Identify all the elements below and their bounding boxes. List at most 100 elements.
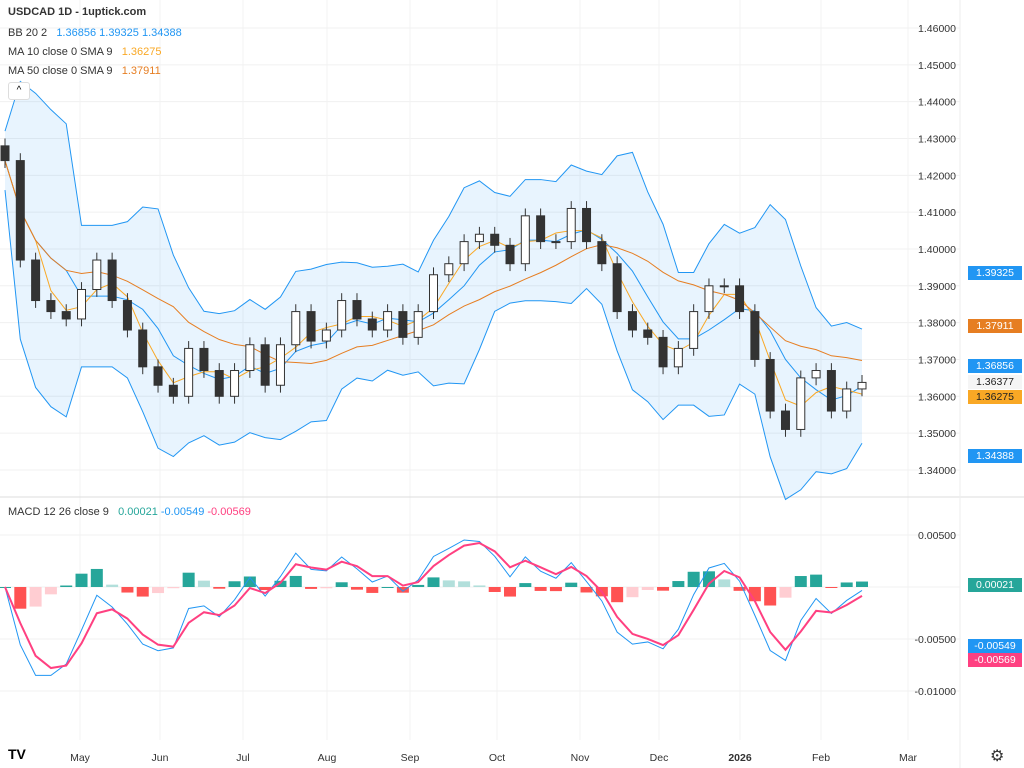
macd-histogram-bar	[136, 587, 149, 597]
candle-body	[551, 241, 561, 244]
macd-histogram-bar	[442, 580, 455, 587]
ma50-line	[4, 160, 863, 364]
macd-value: -0.00549	[160, 506, 205, 518]
candle-body	[199, 347, 209, 372]
candle-body	[321, 329, 331, 342]
candle-body	[536, 215, 546, 243]
candle-body	[811, 370, 821, 379]
bb-upper: 1.39325	[99, 27, 139, 39]
macd-histogram-bar	[243, 576, 256, 587]
macd-histogram-bar	[44, 587, 57, 595]
macd-histogram-bar	[672, 581, 685, 587]
time-tick-label: Aug	[318, 752, 337, 764]
candle-body	[398, 311, 408, 338]
settings-gear-icon[interactable]: ⚙	[990, 748, 1005, 765]
ma50-tag: 1.37911	[968, 319, 1022, 333]
bb-lower-tag: 1.34388	[968, 449, 1022, 463]
candle-body	[107, 259, 117, 302]
candle-body	[566, 207, 576, 243]
macd-histogram-bar	[534, 587, 547, 591]
candle-body	[122, 300, 132, 331]
candle-body	[306, 311, 316, 342]
candle-body	[275, 344, 285, 386]
macd-hist-tag: 0.00021	[968, 578, 1022, 592]
macd-histogram-bar	[350, 587, 363, 590]
price-tick-label: 1.37000	[918, 354, 956, 366]
macd-histogram-bar	[60, 585, 73, 587]
ma10-tag: 1.36275	[968, 390, 1022, 404]
macd-label: MACD 12 26 close 9	[8, 506, 109, 518]
macd-histogram-bar	[626, 587, 639, 598]
price-tick-label: 1.46000	[918, 23, 956, 35]
time-tick-label: Jun	[152, 752, 169, 764]
candle-body	[413, 311, 423, 338]
time-tick-label: 2026	[728, 752, 752, 764]
macd-histogram-bar	[121, 587, 134, 593]
candle-body	[153, 366, 163, 386]
macd-histogram-bar	[75, 573, 88, 587]
candle-body	[15, 160, 25, 261]
candle-body	[735, 285, 745, 313]
macd-histogram-bar	[366, 587, 379, 593]
macd-histogram-bar	[810, 574, 823, 587]
macd-histogram-bar	[840, 582, 853, 587]
macd-histogram-bar	[335, 582, 348, 587]
macd-histogram-bar	[412, 584, 425, 587]
macd-histogram-bar	[794, 576, 807, 587]
time-tick-label: Jul	[236, 752, 249, 764]
collapse-legend-button[interactable]: ^	[8, 82, 30, 100]
candle-body	[842, 388, 852, 412]
macd-signal-value: -0.00569	[207, 506, 251, 518]
bb-label: BB 20 2	[8, 27, 48, 39]
time-tick-label: Dec	[650, 752, 669, 764]
macd-histogram-bar	[702, 571, 715, 587]
candle-body	[291, 311, 301, 346]
price-tick-label: 1.34000	[918, 465, 956, 477]
candle-body	[673, 347, 683, 368]
candle-body	[168, 384, 178, 397]
tradingview-logo[interactable]: TV	[8, 746, 26, 762]
candle-body	[520, 215, 530, 265]
candle-body	[92, 259, 102, 290]
ma10-label: MA 10 close 0 SMA 9	[8, 46, 113, 58]
chart-title: USDCAD 1D - 1uptick.com	[8, 6, 147, 18]
price-tick-label: 1.42000	[918, 170, 956, 182]
macd-histogram-bar	[259, 587, 272, 591]
candle-body	[474, 233, 484, 243]
macd-hist-value: 0.00021	[118, 506, 158, 518]
candle-body	[429, 274, 438, 313]
macd-histogram-bar	[657, 587, 670, 591]
macd-signal-tag: -0.00569	[968, 653, 1022, 667]
macd-histogram-bar	[213, 587, 226, 589]
candle-body	[352, 300, 362, 320]
ma50-label: MA 50 close 0 SMA 9	[8, 65, 113, 77]
price-tick-label: 1.41000	[918, 207, 956, 219]
candle-body	[643, 329, 653, 338]
candle-body	[627, 311, 637, 331]
time-tick-label: Nov	[571, 752, 590, 764]
macd-histogram-bar	[733, 587, 746, 591]
time-tick-label: Oct	[489, 752, 505, 764]
macd-histogram-bar	[580, 587, 593, 593]
macd-tick-label: -0.01000	[915, 686, 957, 698]
macd-histogram-bar	[305, 587, 318, 589]
macd-tick-label: 0.00500	[918, 530, 956, 542]
candle-body	[61, 311, 71, 320]
macd-histogram-bar	[519, 583, 532, 587]
candle-body	[658, 336, 668, 368]
price-tick-label: 1.39000	[918, 281, 956, 293]
macd-histogram-bar	[779, 587, 792, 598]
macd-histogram-bar	[687, 571, 700, 587]
ma10-legend: MA 10 close 0 SMA 9 1.36275	[8, 46, 162, 58]
candle-body	[796, 377, 806, 430]
ma50-legend: MA 50 close 0 SMA 9 1.37911	[8, 65, 161, 77]
candle-body	[704, 285, 714, 313]
candle-body	[31, 259, 41, 302]
macd-histogram-bar	[167, 587, 180, 589]
macd-signal-line	[4, 541, 863, 670]
time-tick-label: Mar	[899, 752, 918, 764]
candle-body	[184, 347, 194, 397]
macd-histogram-bar	[458, 581, 471, 587]
candle-body	[138, 329, 148, 368]
